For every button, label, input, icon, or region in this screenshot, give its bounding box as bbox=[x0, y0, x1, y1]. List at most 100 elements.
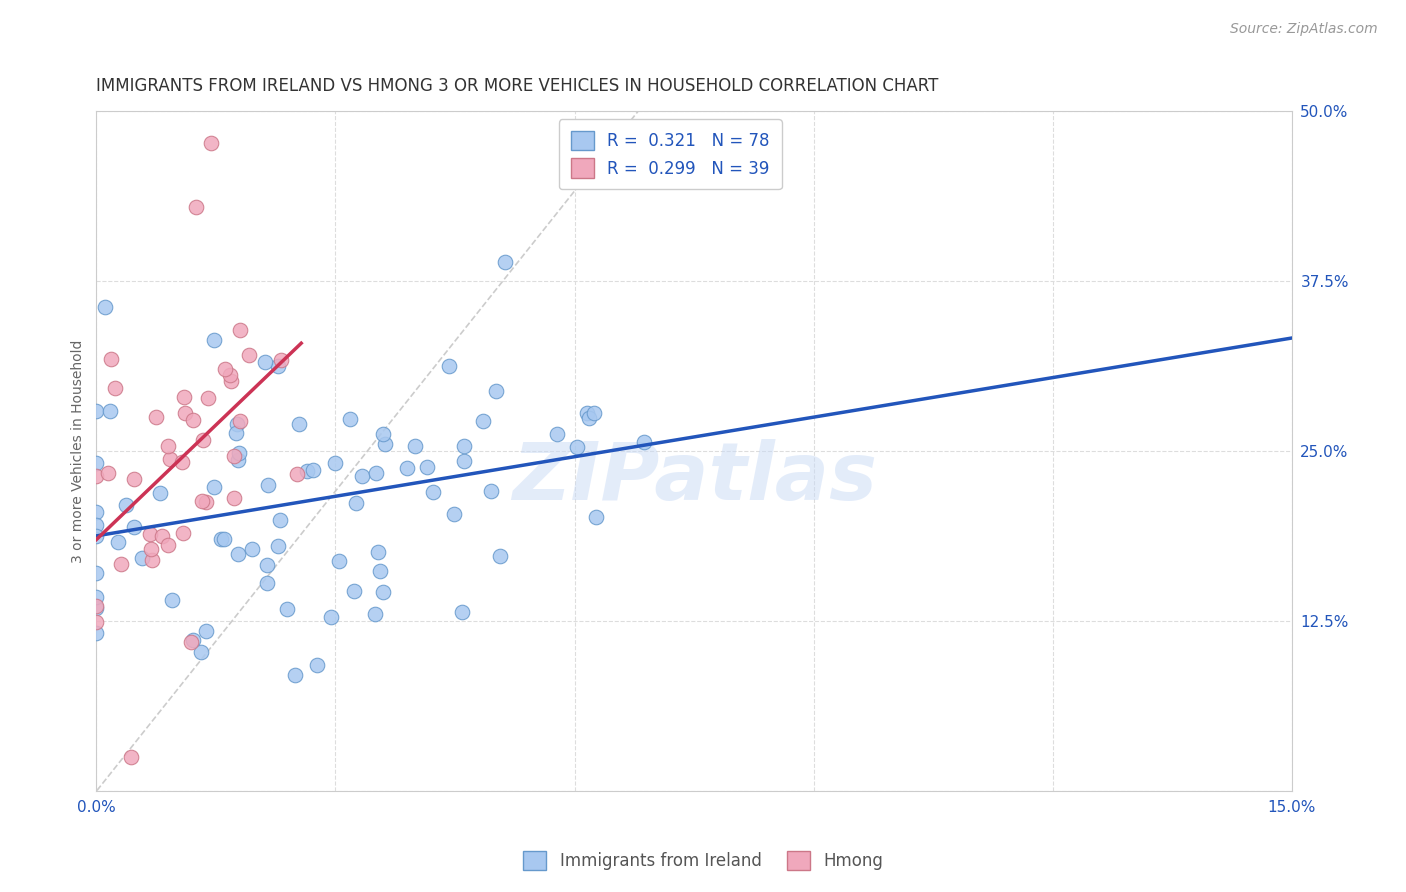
Point bbox=[321, 610, 343, 624]
Point bbox=[181, 413, 204, 427]
Point bbox=[174, 406, 197, 420]
Point bbox=[256, 558, 278, 573]
Point bbox=[190, 645, 212, 659]
Point bbox=[86, 504, 108, 518]
Point bbox=[276, 601, 298, 615]
Point bbox=[202, 480, 225, 494]
Point bbox=[100, 352, 122, 367]
Point bbox=[86, 601, 108, 615]
Point bbox=[229, 413, 252, 427]
Point bbox=[404, 439, 426, 453]
Point bbox=[97, 467, 120, 481]
Point bbox=[257, 478, 280, 492]
Point bbox=[122, 519, 145, 533]
Point bbox=[453, 454, 475, 468]
Point bbox=[416, 460, 439, 475]
Point bbox=[209, 532, 232, 546]
Point bbox=[295, 464, 318, 478]
Point bbox=[585, 509, 607, 524]
Point bbox=[371, 426, 394, 441]
Point bbox=[181, 633, 204, 648]
Point bbox=[149, 486, 172, 500]
Point bbox=[197, 391, 219, 405]
Point bbox=[184, 201, 207, 215]
Point bbox=[343, 584, 366, 599]
Point bbox=[195, 495, 218, 509]
Point bbox=[437, 359, 460, 374]
Point bbox=[86, 566, 108, 581]
Point bbox=[107, 534, 129, 549]
Point bbox=[443, 507, 465, 521]
Point bbox=[285, 467, 308, 482]
Point bbox=[173, 390, 195, 404]
Legend: R =  0.321   N = 78, R =  0.299   N = 39: R = 0.321 N = 78, R = 0.299 N = 39 bbox=[560, 120, 782, 189]
Point bbox=[494, 255, 516, 269]
Point bbox=[86, 626, 108, 640]
Point bbox=[141, 553, 163, 567]
Point bbox=[222, 491, 245, 506]
Point bbox=[484, 384, 506, 398]
Point bbox=[229, 323, 252, 337]
Text: ZIPatlas: ZIPatlas bbox=[512, 439, 877, 517]
Point bbox=[226, 452, 249, 467]
Y-axis label: 3 or more Vehicles in Household: 3 or more Vehicles in Household bbox=[72, 339, 86, 563]
Point bbox=[451, 605, 474, 619]
Text: Source: ZipAtlas.com: Source: ZipAtlas.com bbox=[1230, 22, 1378, 37]
Point bbox=[145, 409, 167, 424]
Point bbox=[453, 439, 475, 453]
Point bbox=[86, 403, 108, 417]
Point bbox=[366, 466, 388, 480]
Point bbox=[86, 469, 108, 483]
Text: IMMIGRANTS FROM IRELAND VS HMONG 3 OR MORE VEHICLES IN HOUSEHOLD CORRELATION CHA: IMMIGRANTS FROM IRELAND VS HMONG 3 OR MO… bbox=[97, 78, 939, 95]
Point bbox=[122, 472, 145, 486]
Point bbox=[114, 498, 136, 512]
Point bbox=[254, 354, 277, 368]
Legend: Immigrants from Ireland, Hmong: Immigrants from Ireland, Hmong bbox=[516, 844, 890, 877]
Point bbox=[267, 539, 290, 553]
Point bbox=[157, 538, 180, 552]
Point bbox=[578, 411, 600, 425]
Point bbox=[86, 599, 108, 613]
Point bbox=[422, 484, 444, 499]
Point bbox=[368, 564, 391, 578]
Point bbox=[633, 434, 655, 449]
Point bbox=[238, 348, 260, 362]
Point bbox=[328, 554, 350, 568]
Point bbox=[565, 440, 588, 454]
Point bbox=[193, 433, 215, 447]
Point bbox=[269, 513, 291, 527]
Point bbox=[284, 668, 307, 682]
Point bbox=[222, 449, 245, 463]
Point bbox=[94, 300, 117, 314]
Point bbox=[256, 576, 278, 591]
Point bbox=[138, 526, 160, 541]
Point bbox=[546, 426, 568, 441]
Point bbox=[162, 593, 184, 607]
Point bbox=[344, 496, 367, 510]
Point bbox=[323, 456, 346, 470]
Point bbox=[159, 451, 181, 466]
Point bbox=[219, 374, 242, 388]
Point bbox=[267, 359, 290, 373]
Point bbox=[371, 585, 394, 599]
Point bbox=[219, 368, 242, 382]
Point bbox=[131, 551, 153, 566]
Point bbox=[86, 456, 108, 470]
Point bbox=[575, 406, 598, 420]
Point bbox=[214, 362, 236, 376]
Point bbox=[471, 414, 494, 428]
Point bbox=[110, 557, 132, 571]
Point bbox=[288, 417, 311, 431]
Point bbox=[104, 381, 127, 395]
Point bbox=[363, 607, 385, 622]
Point bbox=[98, 403, 121, 417]
Point bbox=[120, 749, 142, 764]
Point bbox=[172, 526, 194, 541]
Point bbox=[367, 545, 389, 559]
Point bbox=[157, 439, 180, 453]
Point bbox=[270, 353, 292, 368]
Point bbox=[302, 463, 325, 477]
Point bbox=[86, 517, 108, 532]
Point bbox=[226, 547, 249, 561]
Point bbox=[339, 412, 361, 426]
